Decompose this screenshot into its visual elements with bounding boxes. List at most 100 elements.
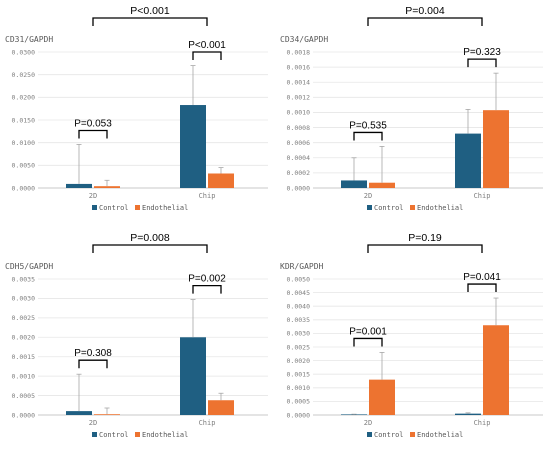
legend-label-endothelial: Endothelial (142, 204, 188, 212)
x-category-label: 2D (89, 192, 97, 200)
significance-bracket-label: P=0.535 (349, 120, 387, 131)
x-category-label: Chip (474, 192, 491, 200)
panel-kdr: KDR/GAPDH 0.0050 0.0045 0.0040 0.0035 0.0030 0… (275, 227, 550, 453)
chart-title: CD31/GAPDH (5, 35, 53, 44)
bar-control-chip (455, 133, 481, 188)
bar-endothelial-2d (94, 414, 120, 415)
chart-svg: CD34/GAPDH 0.0018 0.0016 0.0014 0.0012 0.0010… (280, 5, 543, 212)
panel-cd34: CD34/GAPDH 0.0018 0.0016 0.0014 0.0012 0.0010… (275, 0, 550, 226)
legend-swatch-control (367, 432, 372, 437)
y-tick-label: 0.0025 (12, 314, 36, 322)
legend-label-endothelial: Endothelial (417, 431, 463, 439)
x-category-label: Chip (199, 419, 216, 427)
y-tick-label: 0.0015 (287, 371, 311, 379)
y-tick-label: 0.0010 (287, 109, 311, 117)
significance-bracket-label: P=0.001 (349, 326, 387, 337)
legend: Control Endothelial (92, 204, 188, 212)
bar-control-2d (66, 411, 92, 415)
x-category-label: 2D (364, 192, 372, 200)
y-tick-label: 0.0005 (287, 398, 311, 406)
y-tick-label: 0.0012 (287, 94, 311, 102)
y-tick-label: 0.0002 (287, 169, 311, 177)
significance-bracket (467, 283, 497, 293)
y-tick-label: 0.0008 (287, 124, 311, 132)
legend-swatch-endothelial (410, 432, 415, 437)
panel-cdh5: CDH5/GAPDH 0.0035 0.0030 0.0025 0.0020 0.0015… (0, 227, 275, 453)
y-tick-label: 0.0025 (287, 343, 311, 351)
chart-title: CD34/GAPDH (280, 35, 328, 44)
legend-label-endothelial: Endothelial (142, 431, 188, 439)
bar-control-2d (66, 183, 92, 188)
chart-svg: KDR/GAPDH 0.0050 0.0045 0.0040 0.0035 0.0030 0… (280, 232, 543, 439)
y-tick-label: 0.0030 (287, 330, 311, 338)
y-tick-label: 0.0040 (287, 303, 311, 311)
significance-bracket-global-label: P=0.008 (130, 232, 170, 244)
y-tick-label: 0.0200 (12, 94, 36, 102)
y-tick-label: 0.0000 (12, 184, 36, 192)
legend-swatch-endothelial (410, 205, 415, 210)
y-tick-label: 0.0020 (287, 357, 311, 365)
y-tick-label: 0.0006 (287, 139, 311, 147)
significance-bracket-global (92, 244, 208, 253)
bar-endothelial-2d (369, 182, 395, 188)
y-tick-label: 0.0045 (287, 289, 311, 297)
x-category-label: Chip (199, 192, 216, 200)
y-tick-label: 0.0004 (287, 154, 311, 162)
legend-label-control: Control (99, 204, 129, 212)
bar-control-2d (341, 180, 367, 188)
significance-bracket-label: P=0.308 (74, 348, 112, 359)
significance-bracket-label: P=0.002 (188, 274, 226, 285)
legend: Control Endothelial (367, 431, 463, 439)
significance-bracket-global-label: P=0.004 (405, 5, 445, 17)
legend-swatch-endothelial (135, 432, 140, 437)
y-tick-label: 0.0035 (12, 275, 36, 283)
y-tick-label: 0.0018 (287, 48, 311, 56)
legend-swatch-control (92, 205, 97, 210)
bar-control-chip (180, 337, 206, 415)
y-tick-label: 0.0050 (287, 275, 311, 283)
legend-swatch-control (367, 205, 372, 210)
legend-swatch-control (92, 432, 97, 437)
y-tick-label: 0.0100 (12, 139, 36, 147)
y-tick-label: 0.0015 (12, 353, 36, 361)
significance-bracket (467, 58, 497, 68)
y-tick-label: 0.0050 (12, 162, 36, 170)
significance-bracket (353, 131, 383, 141)
significance-bracket-global-label: P=0.19 (408, 232, 442, 244)
x-category-label: 2D (364, 419, 372, 427)
y-tick-label: 0.0035 (287, 316, 311, 324)
y-tick-label: 0.0000 (287, 411, 311, 419)
legend: Control Endothelial (367, 204, 463, 212)
y-tick-label: 0.0030 (12, 295, 36, 303)
significance-bracket-label: P=0.053 (74, 118, 112, 129)
significance-bracket (192, 284, 222, 294)
bar-endothelial-chip (208, 173, 234, 188)
legend-label-control: Control (374, 431, 404, 439)
bar-control-chip (455, 413, 481, 415)
bar-endothelial-2d (94, 186, 120, 188)
bar-control-chip (180, 105, 206, 188)
significance-bracket-label: P<0.001 (188, 40, 226, 51)
significance-bracket-label: P=0.323 (463, 47, 501, 58)
y-tick-label: 0.0300 (12, 48, 36, 56)
significance-bracket-label: P=0.041 (463, 272, 501, 283)
significance-bracket-global (367, 244, 483, 253)
bar-endothelial-chip (483, 325, 509, 415)
y-tick-label: 0.0250 (12, 71, 36, 79)
legend-swatch-endothelial (135, 205, 140, 210)
significance-bracket-global (367, 17, 483, 26)
y-tick-label: 0.0010 (12, 372, 36, 380)
x-category-label: Chip (474, 419, 491, 427)
y-tick-label: 0.0010 (287, 384, 311, 392)
significance-bracket (78, 359, 108, 369)
y-tick-label: 0.0020 (12, 334, 36, 342)
x-category-label: 2D (89, 419, 97, 427)
legend: Control Endothelial (92, 431, 188, 439)
panel-cd31: CD31/GAPDH 0.0300 0.0250 0.0200 0.0150 0.0100… (0, 0, 275, 226)
chart-title: KDR/GAPDH (280, 262, 324, 271)
legend-label-control: Control (99, 431, 129, 439)
significance-bracket (353, 337, 383, 347)
y-tick-label: 0.0000 (287, 184, 311, 192)
significance-bracket-global-label: P<0.001 (130, 5, 170, 17)
